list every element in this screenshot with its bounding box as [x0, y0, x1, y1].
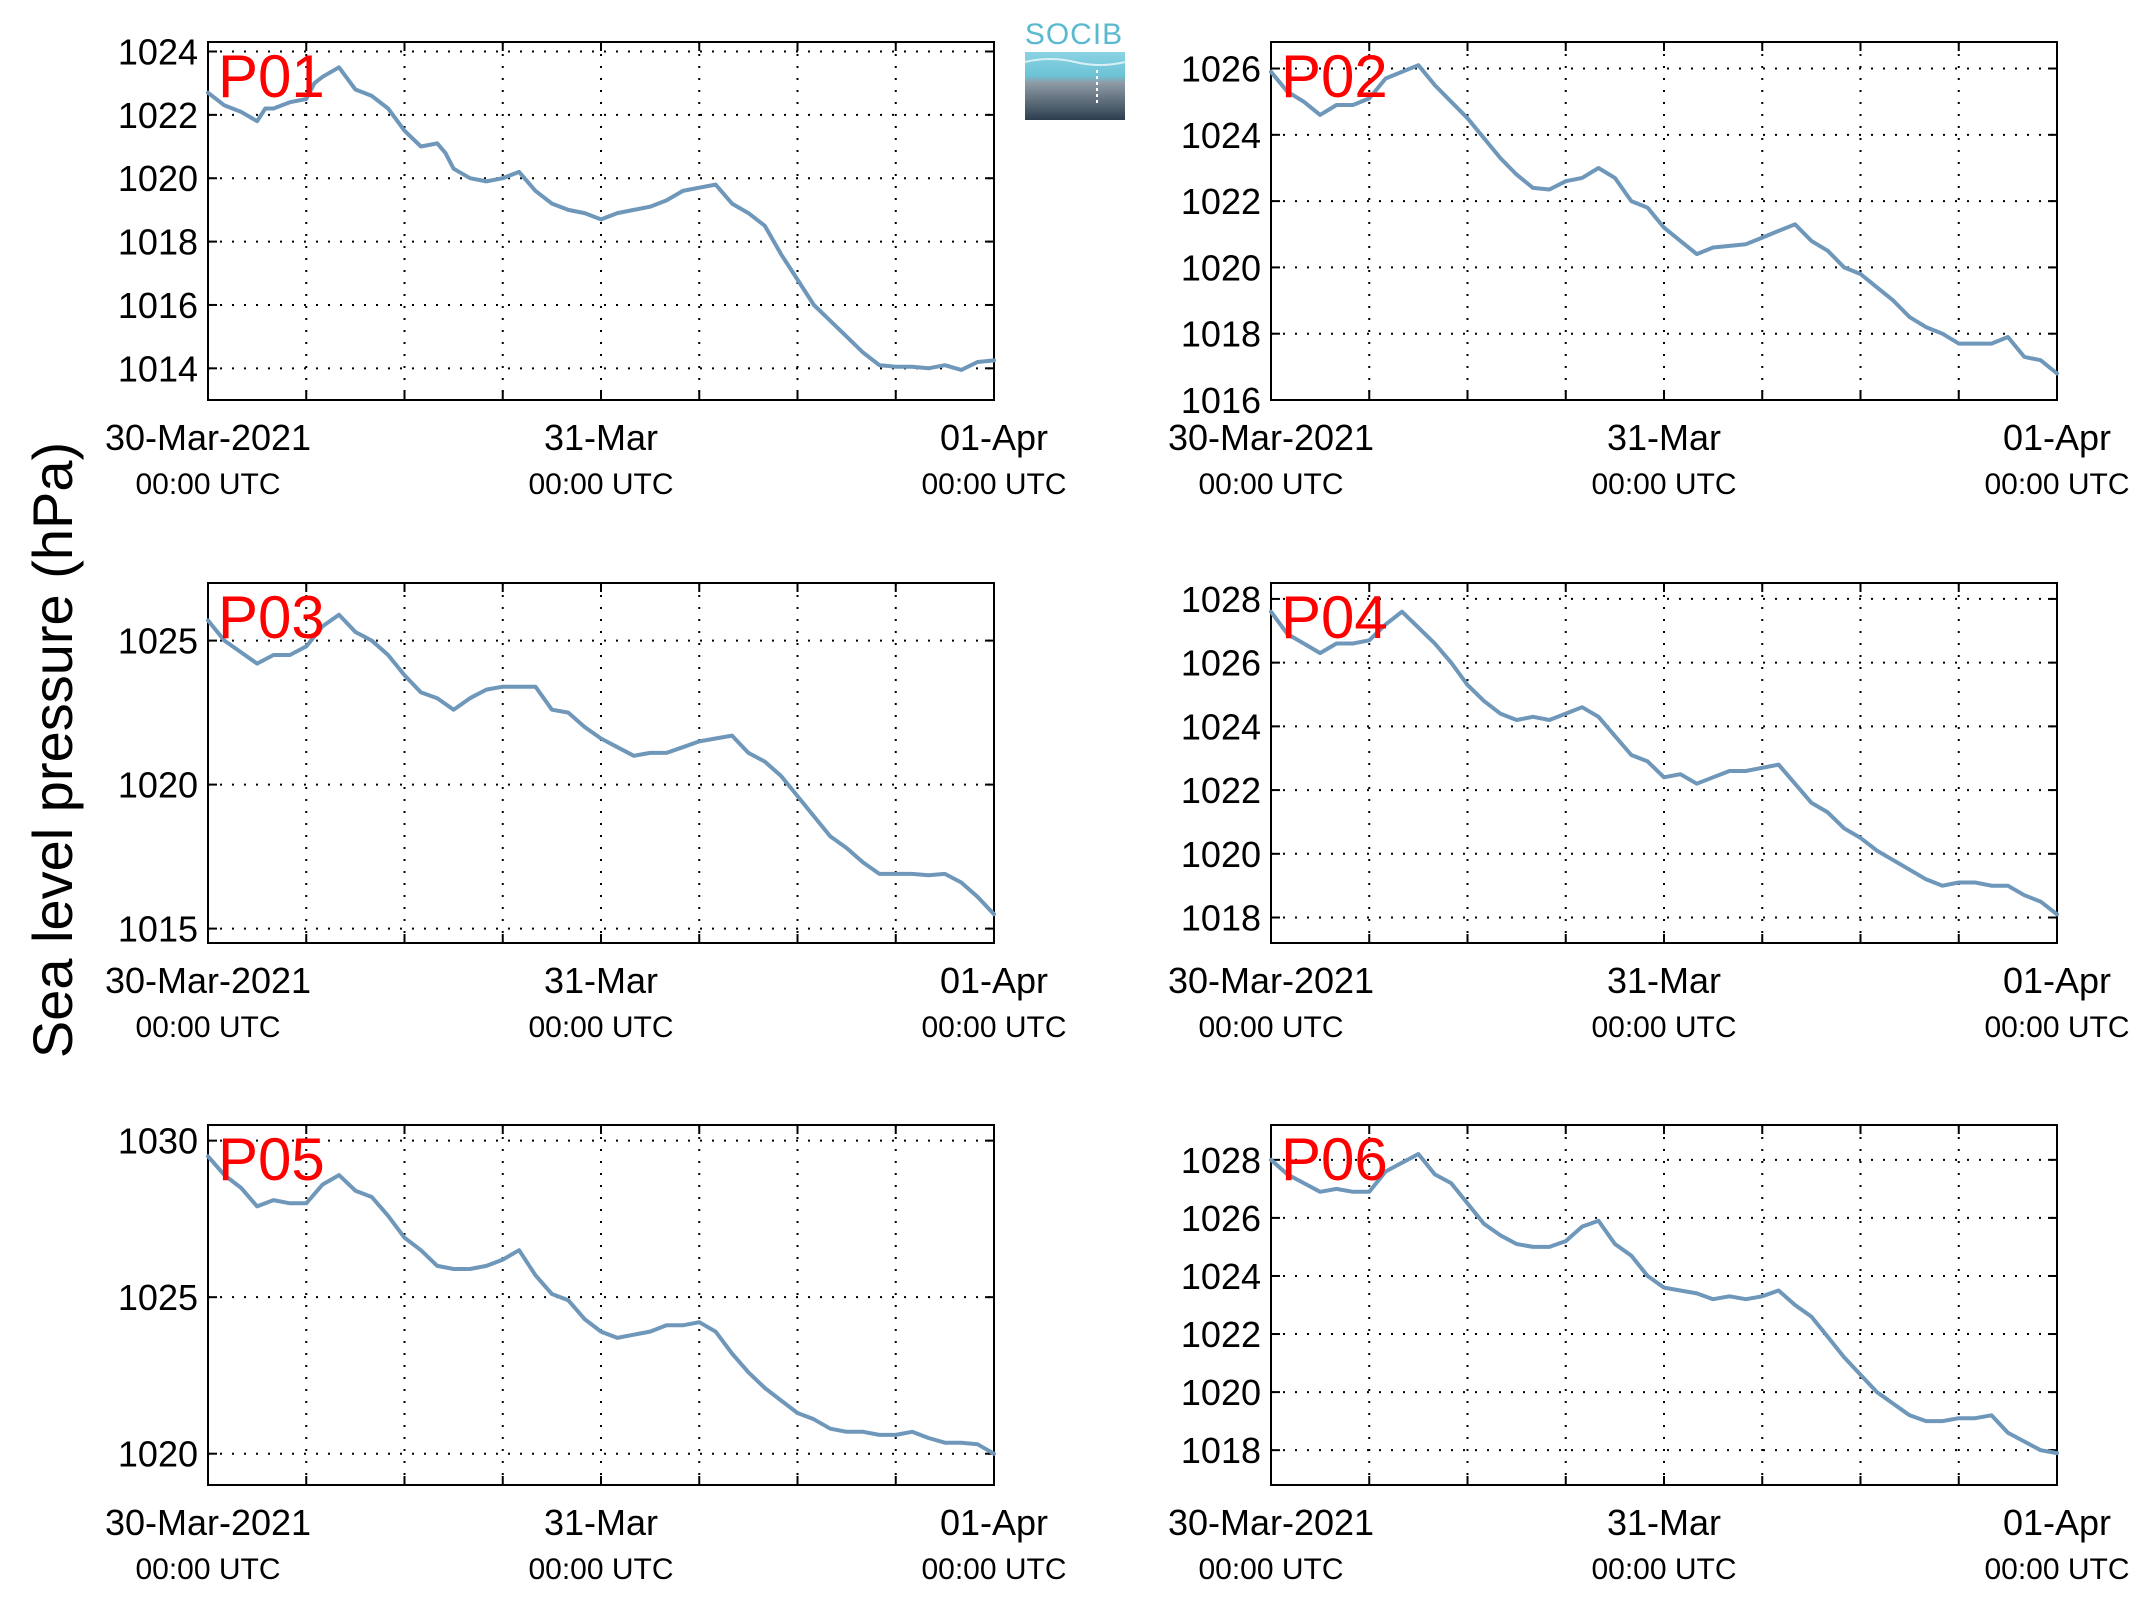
panel-p04: 1018 1020 1022 1024 1026 1028 30-Mar-2021 00:00…: [1168, 579, 2130, 1044]
y-tick-label: 1024: [1181, 1256, 1261, 1297]
x-tick-sublabel: 00:00 UTC: [528, 468, 673, 501]
x-tick-label: 31-Mar: [544, 417, 658, 458]
y-tick-label: 1018: [1181, 898, 1261, 939]
panel-label: P01: [218, 43, 325, 110]
x-tick-sublabel: 00:00 UTC: [135, 1011, 280, 1044]
y-tick-label: 1020: [1181, 834, 1261, 875]
pressure-line: [206, 1154, 996, 1456]
panel-p05: 1020 1025 1030 30-Mar-2021 00:00 UTC 31-Mar 00…: [105, 1121, 1067, 1586]
x-tick-label: 30-Mar-2021: [1168, 1502, 1374, 1543]
x-tick-sublabel: 00:00 UTC: [1198, 1011, 1343, 1044]
panel-p02: 1016 1018 1020 1022 1024 1026 30-Mar-2021 00:00…: [1168, 41, 2130, 501]
panel-p06: 1018 1020 1022 1024 1026 1028 30-Mar-2021 00:00…: [1168, 1124, 2130, 1586]
x-tick-label: 30-Mar-2021: [105, 417, 311, 458]
y-tick-label: 1022: [1181, 181, 1261, 222]
pressure-line: [1269, 609, 2059, 917]
x-tick-sublabel: 00:00 UTC: [528, 1011, 673, 1044]
pressure-line: [1269, 1152, 2059, 1456]
x-tick-sublabel: 00:00 UTC: [1984, 1011, 2129, 1044]
y-tick-label: 1024: [118, 32, 198, 73]
y-tick-label: 1014: [118, 348, 198, 389]
y-tick-label: 1022: [118, 95, 198, 136]
y-tick-label: 1020: [1181, 1372, 1261, 1413]
x-tick-sublabel: 00:00 UTC: [1198, 1553, 1343, 1586]
x-tick-sublabel: 00:00 UTC: [528, 1553, 673, 1586]
panel-label: P06: [1281, 1126, 1388, 1193]
x-tick-label: 01-Apr: [940, 417, 1048, 458]
y-tick-label: 1026: [1181, 643, 1261, 684]
x-tick-label: 01-Apr: [2003, 1502, 2111, 1543]
pressure-line: [206, 612, 996, 917]
x-tick-label: 30-Mar-2021: [1168, 960, 1374, 1001]
y-tick-label: 1015: [118, 909, 198, 950]
y-tick-label: 1024: [1181, 115, 1261, 156]
panel-label: P02: [1281, 43, 1388, 110]
y-tick-label: 1025: [118, 621, 198, 662]
x-tick-label: 31-Mar: [1607, 960, 1721, 1001]
y-tick-label: 1020: [1181, 247, 1261, 288]
y-tick-label: 1020: [118, 1434, 198, 1475]
y-tick-label: 1018: [118, 222, 198, 263]
y-tick-label: 1018: [1181, 1430, 1261, 1471]
x-tick-sublabel: 00:00 UTC: [1198, 468, 1343, 501]
x-tick-label: 01-Apr: [2003, 960, 2111, 1001]
y-tick-label: 1020: [118, 158, 198, 199]
x-tick-sublabel: 00:00 UTC: [1591, 1011, 1736, 1044]
y-tick-label: 1022: [1181, 1314, 1261, 1355]
x-tick-sublabel: 00:00 UTC: [135, 468, 280, 501]
x-tick-sublabel: 00:00 UTC: [921, 468, 1066, 501]
x-tick-sublabel: 00:00 UTC: [1591, 1553, 1736, 1586]
pressure-line: [206, 65, 996, 372]
x-tick-label: 30-Mar-2021: [1168, 417, 1374, 458]
x-tick-sublabel: 00:00 UTC: [921, 1011, 1066, 1044]
y-tick-label: 1016: [118, 285, 198, 326]
y-tick-label: 1022: [1181, 770, 1261, 811]
logo-text: SOCIB: [1025, 18, 1123, 51]
panel-label: P03: [218, 584, 325, 651]
y-tick-label: 1016: [1181, 380, 1261, 421]
panel-label: P05: [218, 1126, 325, 1193]
x-tick-sublabel: 00:00 UTC: [1591, 468, 1736, 501]
x-tick-label: 31-Mar: [1607, 1502, 1721, 1543]
x-tick-label: 01-Apr: [2003, 417, 2111, 458]
y-tick-label: 1018: [1181, 314, 1261, 355]
y-tick-label: 1030: [118, 1121, 198, 1162]
y-tick-label: 1025: [118, 1277, 198, 1318]
x-tick-sublabel: 00:00 UTC: [135, 1553, 280, 1586]
y-tick-label: 1026: [1181, 49, 1261, 90]
pressure-line: [1269, 63, 2059, 376]
x-tick-label: 31-Mar: [1607, 417, 1721, 458]
y-tick-label: 1026: [1181, 1198, 1261, 1239]
x-tick-label: 30-Mar-2021: [105, 1502, 311, 1543]
y-tick-label: 1028: [1181, 1140, 1261, 1181]
x-tick-label: 31-Mar: [544, 960, 658, 1001]
x-tick-label: 01-Apr: [940, 960, 1048, 1001]
x-tick-label: 31-Mar: [544, 1502, 658, 1543]
x-tick-sublabel: 00:00 UTC: [1984, 1553, 2129, 1586]
panel-p03: 1015 1020 1025 30-Mar-2021 00:00 UTC 31-Mar 00…: [105, 582, 1067, 1044]
y-tick-label: 1028: [1181, 579, 1261, 620]
x-tick-label: 30-Mar-2021: [105, 960, 311, 1001]
panel-p01: 1014 1016 1018 1020 1022 1024 30-Mar-2021 00:00…: [105, 32, 1067, 501]
socib-logo: SOCIB: [1024, 18, 1126, 120]
x-tick-sublabel: 00:00 UTC: [921, 1553, 1066, 1586]
x-tick-sublabel: 00:00 UTC: [1984, 468, 2129, 501]
x-tick-label: 01-Apr: [940, 1502, 1048, 1543]
y-tick-label: 1024: [1181, 706, 1261, 747]
panel-label: P04: [1281, 584, 1388, 651]
y-axis-label: Sea level pressure (hPa): [21, 442, 84, 1058]
y-tick-label: 1020: [118, 765, 198, 806]
